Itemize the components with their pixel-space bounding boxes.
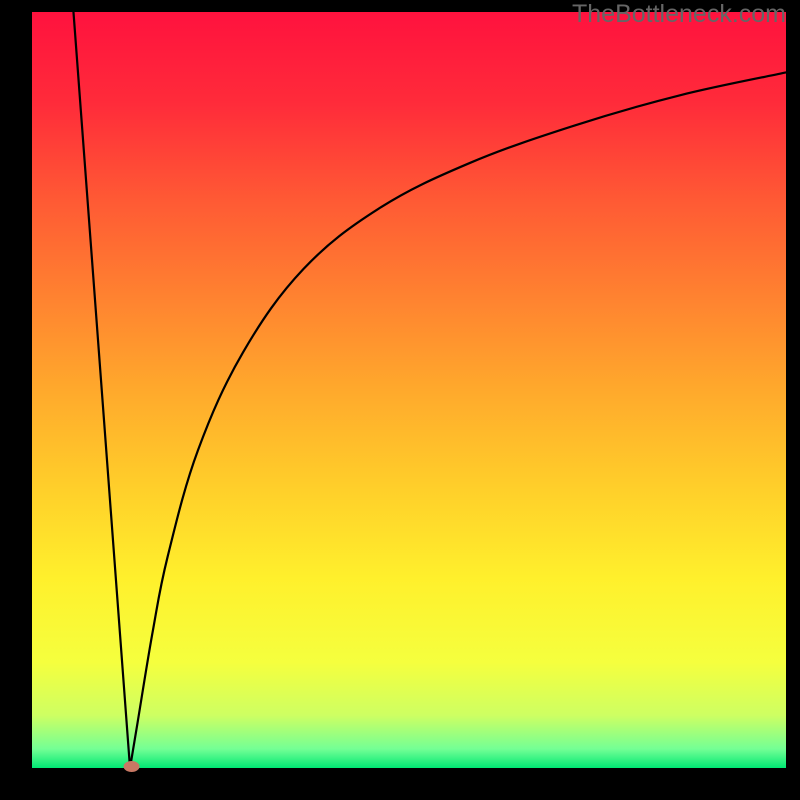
chart-root: TheBottleneck.com <box>0 0 800 800</box>
curve-left-branch <box>73 12 130 768</box>
curve-layer <box>0 0 800 800</box>
curve-right-branch <box>130 72 786 768</box>
watermark-text: TheBottleneck.com <box>572 0 786 29</box>
bottleneck-minimum-marker <box>124 761 140 772</box>
